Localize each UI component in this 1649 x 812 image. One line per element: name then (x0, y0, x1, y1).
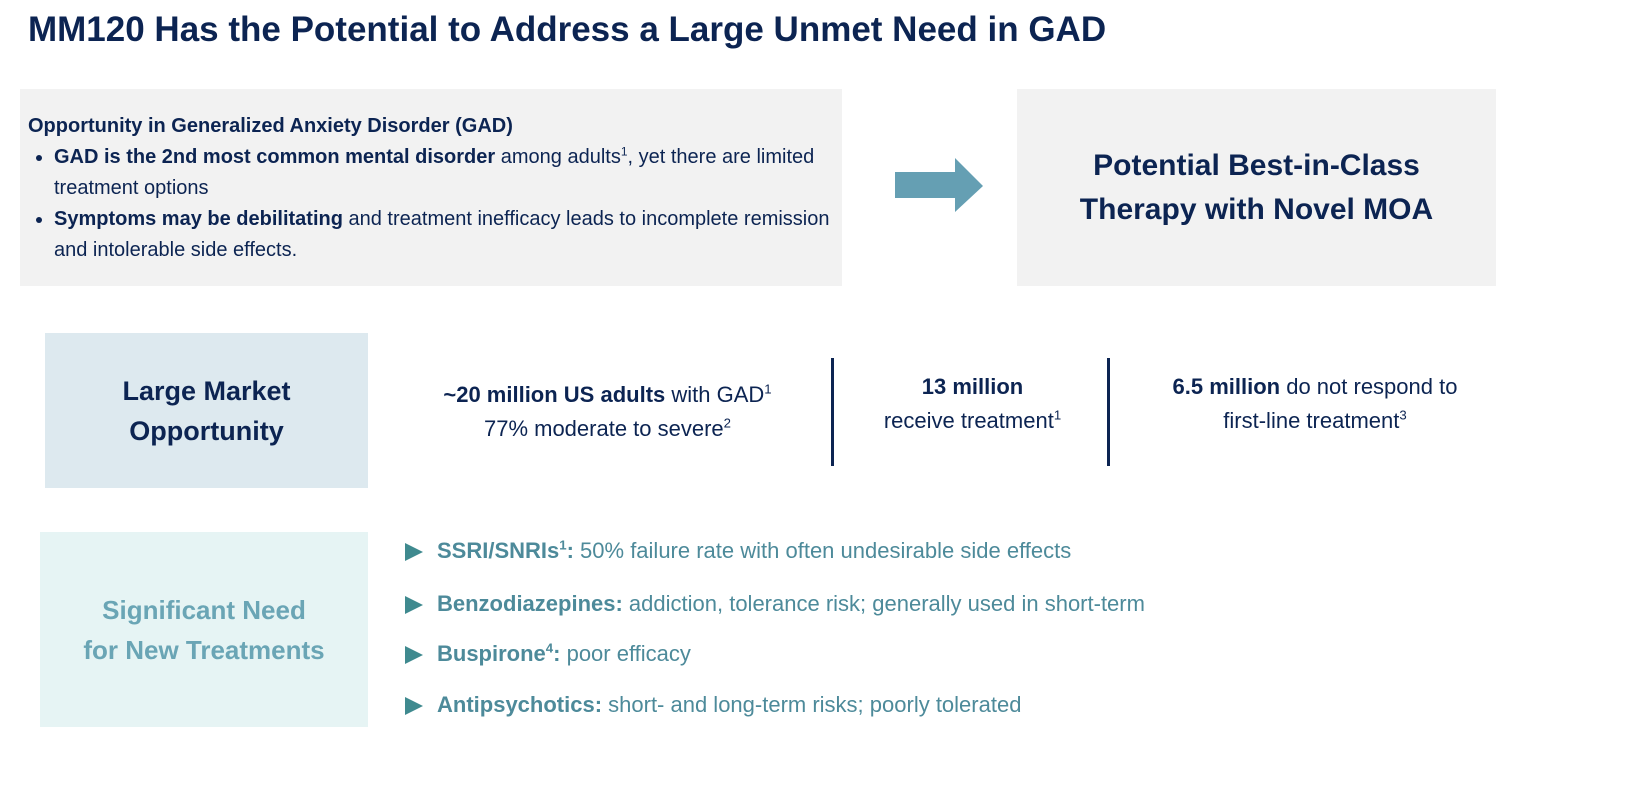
text-run: Antipsychotics: (437, 692, 603, 717)
label-line: Significant Need (102, 594, 306, 625)
need-label-box: Significant Need for New Treatments (40, 532, 368, 727)
footnote-ref: 1 (764, 381, 772, 397)
text-run: among adults (495, 146, 621, 168)
label-line: for New Treatments (83, 634, 325, 665)
text-run: short- and long-term risks; poorly toler… (602, 692, 1022, 717)
title: MM120 Has the Potential to Address a Lar… (28, 10, 1107, 49)
text-run: ~20 million US adults (443, 382, 666, 407)
footnote-ref: 1 (559, 537, 567, 553)
callout-line: Therapy with Novel MOA (1079, 192, 1434, 226)
stat-line: ~20 million US adults with GAD1 (385, 378, 830, 412)
text-run: Symptoms may be debilitating (54, 208, 343, 230)
label-line: Large Market (122, 375, 291, 406)
label-line: Opportunity (129, 415, 284, 446)
stat-line: first-line treatment3 (1115, 404, 1515, 438)
text-run: GAD is the 2nd most common mental disord… (54, 146, 496, 168)
text-run: first-line treatment (1223, 408, 1400, 433)
bullet: GAD is the 2nd most common mental disord… (54, 142, 834, 204)
text-run: do not respond to (1280, 374, 1458, 399)
bullet-marker (405, 646, 423, 665)
bullet: Symptoms may be debilitating and treatme… (54, 204, 834, 266)
text-run: 6.5 million (1172, 374, 1281, 399)
divider (831, 358, 834, 466)
text-run: addiction, tolerance risk; generally use… (622, 591, 1145, 616)
stat-line: 6.5 million do not respond to (1115, 370, 1515, 404)
footnote-ref: 2 (723, 415, 732, 431)
stat: ~20 million US adults with GAD1 77% moder… (385, 378, 830, 446)
divider (1107, 358, 1110, 466)
need-item: Antipsychotics: short- and long-term ris… (405, 692, 1021, 718)
text-run: and treatment inefficacy leads to incomp… (54, 208, 830, 261)
text-run: poor efficacy (560, 641, 691, 666)
footnote-ref: 1 (620, 144, 628, 159)
stat-line: receive treatment1 (840, 404, 1105, 438)
need-item: Benzodiazepines: addiction, tolerance ri… (405, 591, 1145, 617)
text-run: , yet there are limited treatment option… (54, 146, 815, 199)
opportunity-bullets: GAD is the 2nd most common mental disord… (28, 142, 834, 266)
text-run: SSRI/SNRIs (437, 538, 560, 563)
market-label-box: Large Market Opportunity (45, 333, 368, 488)
stat-line: 77% moderate to severe2 (385, 412, 830, 446)
text-run: with GAD (665, 382, 765, 407)
opportunity-box: Opportunity in Generalized Anxiety Disor… (20, 89, 842, 286)
text-run: receive treatment (883, 408, 1054, 433)
stat: 13 million receive treatment1 (840, 370, 1105, 438)
need-item: SSRI/SNRIs1: 50% failure rate with often… (405, 538, 1071, 564)
text-run: 13 million (921, 374, 1024, 399)
stat: 6.5 million do not respond to first-line … (1115, 370, 1515, 438)
footnote-ref: 1 (1053, 407, 1062, 423)
arrow (895, 158, 983, 212)
stat-line: 13 million (840, 370, 1105, 404)
callout-box: Potential Best-in-Class Therapy with Nove… (1017, 89, 1496, 286)
text-run: 50% failure rate with often undesirable … (573, 538, 1072, 563)
text-run: 77% moderate to severe (483, 416, 724, 441)
footnote-ref: 4 (545, 640, 554, 656)
text-run: Benzodiazepines: (437, 591, 623, 616)
bullet-marker (405, 697, 423, 716)
callout-line: Potential Best-in-Class (1093, 148, 1420, 182)
opportunity-heading: Opportunity in Generalized Anxiety Disor… (28, 115, 513, 137)
text-run: : (553, 641, 561, 666)
text-run: Buspirone (437, 641, 546, 666)
bullet-marker (405, 543, 423, 562)
footnote-ref: 3 (1399, 407, 1407, 423)
need-item: Buspirone4: poor efficacy (405, 641, 691, 667)
text-run: : (566, 538, 574, 563)
bullet-marker (405, 596, 423, 615)
